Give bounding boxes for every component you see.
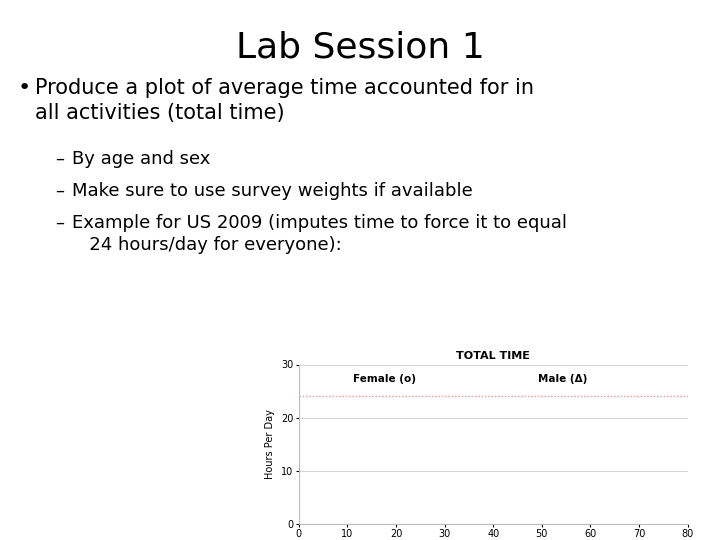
Text: Make sure to use survey weights if available: Make sure to use survey weights if avail… — [72, 182, 473, 200]
Text: Lab Session 1: Lab Session 1 — [235, 30, 485, 64]
Title: TOTAL TIME: TOTAL TIME — [456, 351, 530, 361]
Text: Female (o): Female (o) — [353, 374, 416, 383]
Text: •: • — [18, 78, 31, 98]
Text: Male (Δ): Male (Δ) — [539, 374, 588, 383]
Text: Example for US 2009 (imputes time to force it to equal
   24 hours/day for every: Example for US 2009 (imputes time to for… — [72, 214, 567, 254]
Text: –: – — [55, 214, 64, 232]
Text: Produce a plot of average time accounted for in
all activities (total time): Produce a plot of average time accounted… — [35, 78, 534, 123]
Text: By age and sex: By age and sex — [72, 150, 210, 168]
Text: –: – — [55, 182, 64, 200]
Text: –: – — [55, 150, 64, 168]
Y-axis label: Hours Per Day: Hours Per Day — [265, 409, 275, 479]
